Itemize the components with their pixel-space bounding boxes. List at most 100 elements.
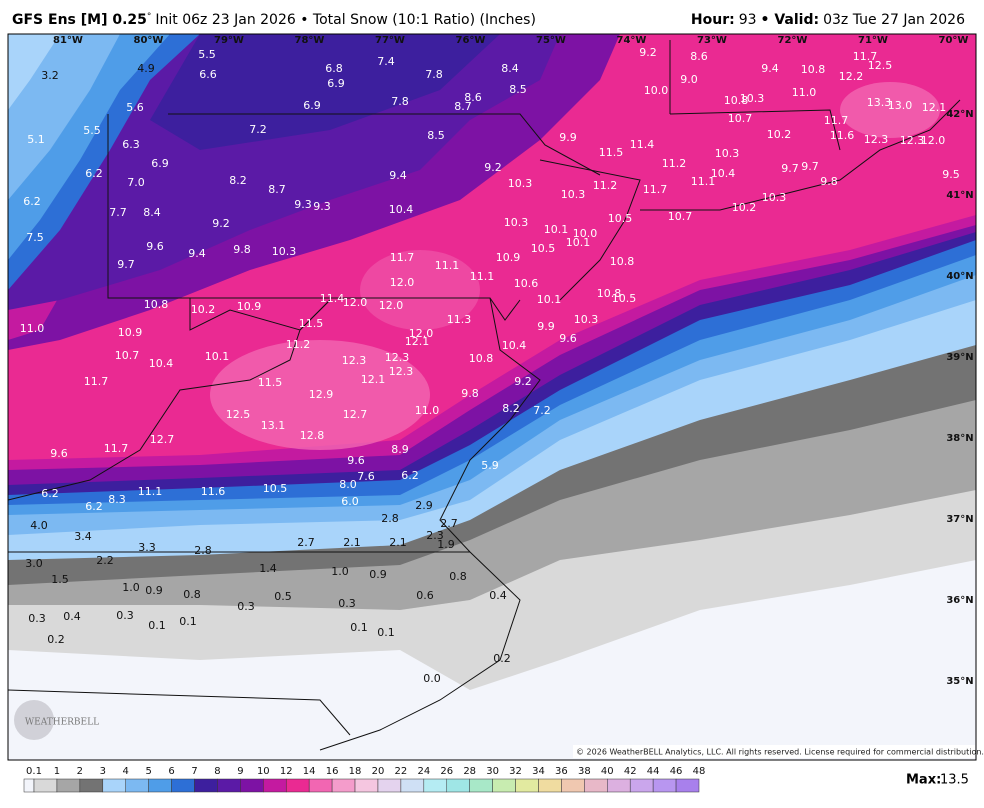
- snow-value: 11.7: [824, 114, 849, 127]
- snow-value: 11.0: [792, 86, 817, 99]
- snow-value: 7.8: [425, 68, 443, 81]
- snow-value: 11.4: [320, 292, 345, 305]
- snow-value: 7.6: [357, 470, 375, 483]
- legend-swatch: [561, 778, 585, 793]
- snow-value: 12.0: [390, 276, 415, 289]
- snow-value: 9.8: [461, 387, 479, 400]
- longitude-label: 79°W: [214, 35, 244, 46]
- snow-value: 0.4: [63, 610, 81, 623]
- snow-value: 9.9: [537, 320, 555, 333]
- longitude-label: 77°W: [375, 35, 405, 46]
- legend-swatch: [56, 778, 81, 793]
- snow-value: 3.0: [25, 557, 43, 570]
- snow-value: 9.6: [559, 332, 577, 345]
- border: [319, 297, 541, 751]
- description: Init 06z 23 Jan 2026 • Total Snow (10:1 …: [155, 12, 536, 28]
- snow-value: 0.3: [116, 609, 134, 622]
- snow-value: 12.3: [389, 365, 414, 378]
- snow-value: 0.6: [416, 589, 434, 602]
- valid-label: • Valid:: [761, 12, 820, 28]
- snow-value: 10.6: [514, 277, 539, 290]
- snow-value: 10.7: [728, 112, 753, 125]
- snow-value: 4.0: [30, 519, 48, 532]
- border: [8, 299, 331, 501]
- snow-value: 10.8: [801, 63, 826, 76]
- snow-value: 4.9: [137, 62, 155, 75]
- snow-value: 7.2: [249, 123, 267, 136]
- snow-value: 10.2: [732, 201, 757, 214]
- logo: WEATHERBELL: [25, 718, 99, 728]
- legend-tick-label: 38: [578, 766, 591, 777]
- border: [168, 113, 601, 176]
- latitude-label: 42°N: [946, 109, 973, 120]
- snow-value: 11.0: [415, 404, 440, 417]
- snow-value: 1.5: [51, 573, 69, 586]
- legend-swatch: [584, 778, 608, 793]
- snow-value: 10.3: [272, 245, 297, 258]
- snow-value: 12.9: [309, 388, 334, 401]
- snow-value: 10.4: [389, 203, 414, 216]
- snow-value: 8.2: [229, 174, 247, 187]
- snow-value: 9.2: [212, 217, 230, 230]
- latitude-label: 36°N: [946, 595, 973, 606]
- snow-band: [210, 340, 430, 450]
- snow-value: 10.8: [597, 287, 622, 300]
- longitude-label: 70°W: [939, 35, 969, 46]
- snow-value: 10.8: [144, 298, 169, 311]
- snow-value: 12.2: [839, 70, 864, 83]
- snow-value: 10.1: [205, 350, 230, 363]
- max-value: 13.5: [940, 773, 969, 788]
- snow-value: 11.1: [470, 270, 495, 283]
- border: [8, 689, 351, 736]
- snow-value: 11.2: [593, 179, 618, 192]
- snow-value: 9.8: [820, 175, 838, 188]
- map: 3.2 4.9 5.5 6.6 6.8 6.9 7.4 7.8 8.4 8.5 9.2 8.6 9.0 1…: [8, 34, 976, 760]
- legend-swatch: [469, 778, 493, 793]
- longitude-label: 81°W: [53, 35, 83, 46]
- snow-value: 3.3: [138, 541, 156, 554]
- legend-swatch: [652, 778, 677, 793]
- snow-value: 0.5: [274, 590, 292, 603]
- snow-value: 0.8: [449, 570, 467, 583]
- snow-value: 10.3: [762, 191, 787, 204]
- snow-value: 2.7: [440, 517, 458, 530]
- legend-swatch: [23, 778, 35, 793]
- snow-band: [150, 34, 500, 150]
- snow-value: 10.1: [566, 236, 591, 249]
- snow-value: 7.2: [533, 404, 551, 417]
- legend-swatch: [148, 778, 172, 793]
- snow-value: 6.2: [85, 500, 103, 513]
- snow-value: 8.7: [268, 183, 286, 196]
- snow-value: 11.7: [643, 183, 668, 196]
- snow-value: 5.9: [481, 459, 499, 472]
- snow-value: 6.2: [401, 469, 419, 482]
- snow-value: 8.7: [454, 100, 472, 113]
- legend-tick-label: 1: [54, 766, 60, 777]
- snow-value: 12.1: [361, 373, 386, 386]
- header-left: GFS Ens [M] 0.25° Init 06z 23 Jan 2026 • …: [12, 12, 536, 29]
- snow-value: 2.8: [381, 512, 399, 525]
- legend-tick-label: 36: [555, 766, 568, 777]
- longitude-label: 73°W: [697, 35, 727, 46]
- hour: 93: [739, 12, 757, 28]
- snow-value: 10.3: [561, 188, 586, 201]
- snow-value: 9.8: [233, 243, 251, 256]
- snow-value: 12.1: [405, 335, 430, 348]
- snow-value: 0.3: [28, 612, 46, 625]
- latitude-label: 41°N: [946, 190, 973, 201]
- snow-value: 11.0: [20, 322, 45, 335]
- snow-value: 7.7: [109, 206, 127, 219]
- snow-value: 10.4: [502, 339, 527, 352]
- snow-value: 1.4: [259, 562, 277, 575]
- legend-swatch: [629, 778, 654, 793]
- legend-tick-label: 12: [280, 766, 293, 777]
- snow-value: 11.2: [662, 157, 687, 170]
- snow-value: 5.5: [83, 124, 101, 137]
- snow-value: 7.0: [127, 176, 145, 189]
- legend-tick-label: 42: [624, 766, 637, 777]
- snow-value: 11.1: [435, 259, 460, 272]
- snow-value: 0.3: [237, 600, 255, 613]
- legend-swatch: [263, 778, 287, 793]
- copyright-bg: [573, 745, 975, 758]
- snow-value: 9.4: [188, 247, 206, 260]
